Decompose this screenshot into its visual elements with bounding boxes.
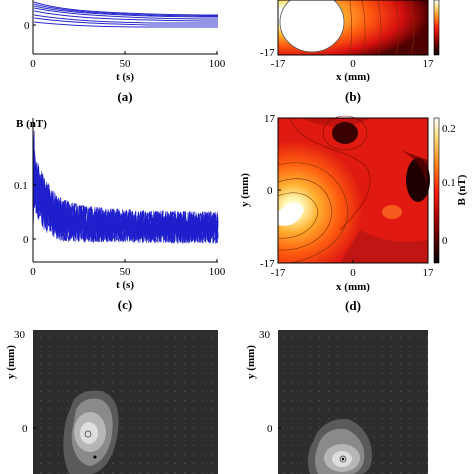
panel-d-cbar-tick-1: 0.1 bbox=[442, 177, 456, 189]
panel-b-label: (b) bbox=[345, 89, 361, 104]
panel-d-max-region bbox=[278, 202, 304, 226]
panel-d-cbar-tick-0: 0.2 bbox=[442, 123, 456, 135]
panel-d: y (mm) 17 0 -17 -17 0 17 0.2 0.1 0 B (nT… bbox=[239, 113, 468, 313]
panel-d-ylabel: y (mm) bbox=[239, 173, 251, 207]
panel-f-source-marker bbox=[339, 455, 347, 463]
panel-c-xlabel: t (s) bbox=[116, 279, 134, 291]
panel-c-traces bbox=[32, 130, 219, 244]
panel-d-xtick-1: 0 bbox=[350, 267, 356, 279]
panel-b-xlabel: x (mm) bbox=[336, 71, 370, 83]
panel-d-colorbar bbox=[433, 117, 440, 264]
panel-a-xtick-1: 50 bbox=[120, 58, 132, 70]
panel-b-xtick-2: 17 bbox=[423, 58, 435, 70]
panel-d-cbar-tick-2: 0 bbox=[442, 235, 448, 247]
panel-d-min-top bbox=[332, 122, 358, 144]
panel-a: 0 0 50 100 t (s) (a) bbox=[24, 0, 226, 104]
panel-a-traces bbox=[33, 1, 219, 28]
panel-c-label: (c) bbox=[118, 297, 132, 312]
panel-f: y (mm) 30 0 bbox=[245, 329, 428, 474]
panel-d-colorbar-label: B (nT) bbox=[456, 174, 468, 205]
panel-c-xtick-2: 100 bbox=[209, 266, 226, 278]
panel-d-xlabel: x (mm) bbox=[336, 281, 370, 293]
panel-c-ytick-0: 0.1 bbox=[14, 180, 28, 192]
panel-c-xtick-1: 50 bbox=[120, 266, 132, 278]
panel-a-xtick-2: 100 bbox=[209, 58, 226, 70]
panel-b-xtick-0: -17 bbox=[271, 58, 286, 70]
panel-b-colorbar bbox=[433, 0, 440, 56]
panel-c: B (nT) 0.1 0 0 50 100 t (s) (c) bbox=[14, 118, 226, 312]
panel-d-ytick-0: 17 bbox=[264, 113, 276, 125]
panel-a-label: (a) bbox=[117, 89, 132, 104]
panel-d-label: (d) bbox=[345, 298, 361, 313]
panel-b-ytick-0: -17 bbox=[260, 47, 275, 59]
panel-c-ytick-1: 0 bbox=[23, 234, 29, 246]
panel-e-ytick-1: 0 bbox=[22, 423, 28, 435]
panel-d-xtick-2: 17 bbox=[423, 267, 435, 279]
panel-d-ytick-2: -17 bbox=[260, 258, 275, 270]
panel-f-ytick-0: 30 bbox=[259, 329, 271, 341]
panel-d-ytick-1: 0 bbox=[267, 185, 273, 197]
panel-e-source-marker bbox=[84, 430, 92, 438]
panel-c-trace bbox=[32, 158, 219, 244]
panel-c-ylabel: B (nT) bbox=[16, 118, 47, 130]
panel-a-ytick-0: 0 bbox=[24, 20, 30, 32]
panel-e-dipole-marker bbox=[93, 455, 97, 459]
panel-f-dipole-marker bbox=[341, 457, 345, 461]
panel-e: y (mm) 30 0 bbox=[5, 329, 218, 474]
panel-e-ytick-0: 30 bbox=[14, 329, 26, 341]
panel-b: -17 -17 0 17 x (mm) (b) bbox=[260, 0, 440, 104]
panel-b-xtick-1: 0 bbox=[350, 58, 356, 70]
panel-f-ylabel: y (mm) bbox=[245, 345, 257, 379]
panel-e-ylabel: y (mm) bbox=[5, 345, 17, 379]
panel-a-xlabel: t (s) bbox=[116, 71, 134, 83]
panel-b-max-region bbox=[279, 0, 345, 53]
panel-d-xtick-0: -17 bbox=[271, 267, 286, 279]
panel-f-ytick-1: 0 bbox=[267, 423, 273, 435]
panel-a-xtick-0: 0 bbox=[30, 58, 36, 70]
panel-c-xtick-0: 0 bbox=[30, 266, 36, 278]
